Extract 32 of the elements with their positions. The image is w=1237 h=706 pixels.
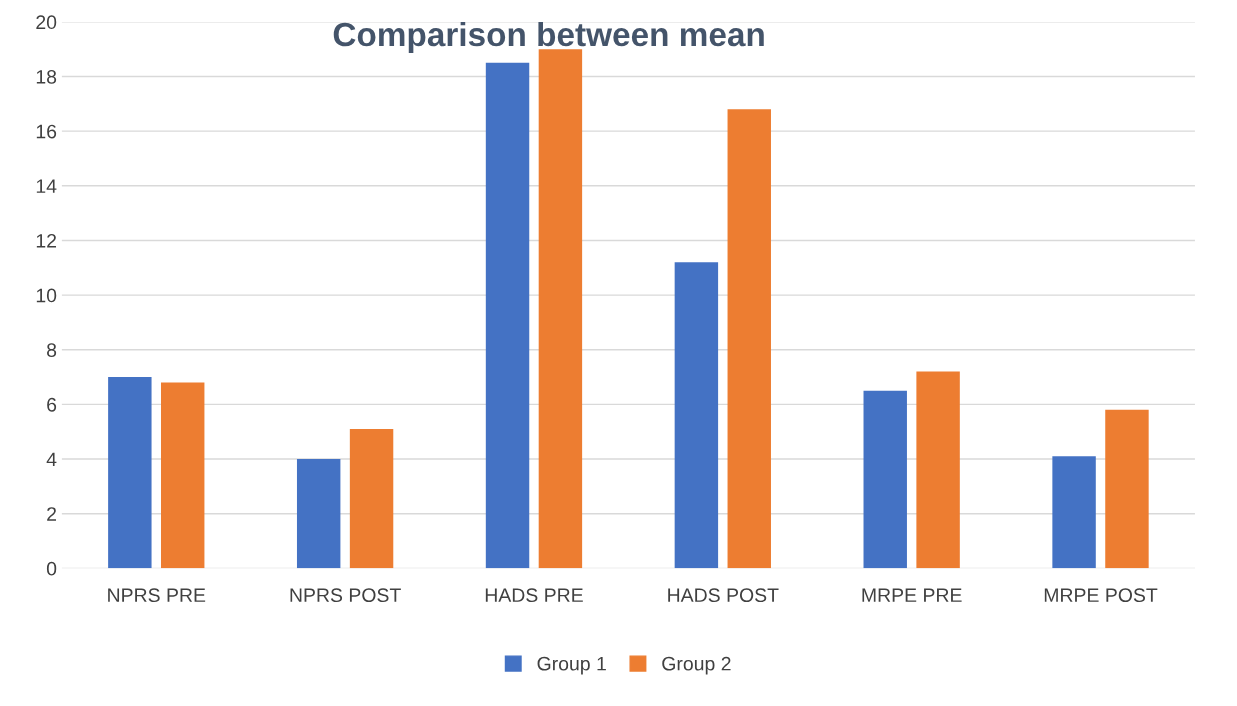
bar — [485, 62, 530, 569]
bar — [108, 377, 152, 569]
bar — [349, 428, 394, 569]
bar — [538, 49, 583, 569]
x-tick-label: MRPE POST — [1044, 588, 1158, 603]
legend-label: Group 2 — [662, 656, 731, 675]
y-tick-label: 18 — [36, 70, 57, 84]
bar — [1105, 409, 1149, 569]
y-tick-label: 8 — [47, 343, 57, 357]
chart-title: Comparison between mean — [333, 21, 764, 53]
bar — [161, 382, 205, 569]
bar — [727, 109, 771, 569]
y-tick-label: 16 — [36, 124, 57, 139]
y-tick-label: 4 — [46, 452, 57, 467]
x-tick-label: MRPE PRE — [862, 588, 962, 602]
y-tick-label: 0 — [46, 561, 57, 576]
bar — [916, 371, 960, 569]
x-tick-label: HADS PRE — [485, 588, 583, 603]
y-tick-label: 20 — [36, 15, 57, 30]
bar — [863, 390, 907, 569]
y-tick-label: 6 — [47, 397, 57, 412]
x-tick-label: HADS POST — [668, 588, 779, 603]
bar — [674, 262, 719, 569]
y-tick-label: 2 — [47, 507, 57, 521]
x-tick-label: NPRS POST — [290, 588, 401, 603]
y-tick-label: 10 — [36, 288, 57, 303]
bar — [1052, 456, 1096, 569]
y-tick-label: 14 — [36, 179, 57, 193]
x-tick-label: NPRS PRE — [108, 588, 206, 603]
y-tick-label: 12 — [36, 233, 57, 248]
bar — [296, 459, 341, 569]
legend-label: Group 1 — [537, 656, 606, 675]
